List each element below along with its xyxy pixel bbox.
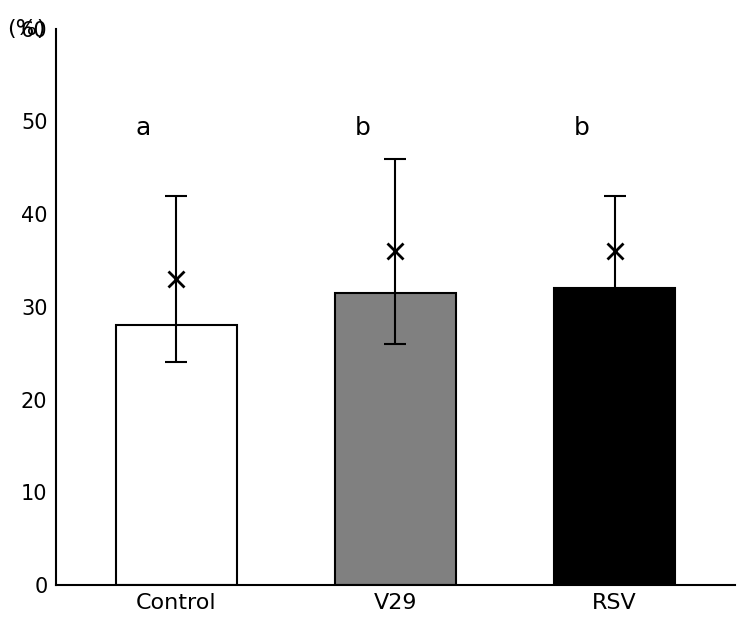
Bar <box>335 293 456 585</box>
Bar <box>116 325 237 585</box>
Text: b: b <box>355 116 370 140</box>
Text: a: a <box>136 116 151 140</box>
Bar <box>554 288 675 585</box>
Text: (%): (%) <box>8 19 46 39</box>
Text: b: b <box>574 116 590 140</box>
